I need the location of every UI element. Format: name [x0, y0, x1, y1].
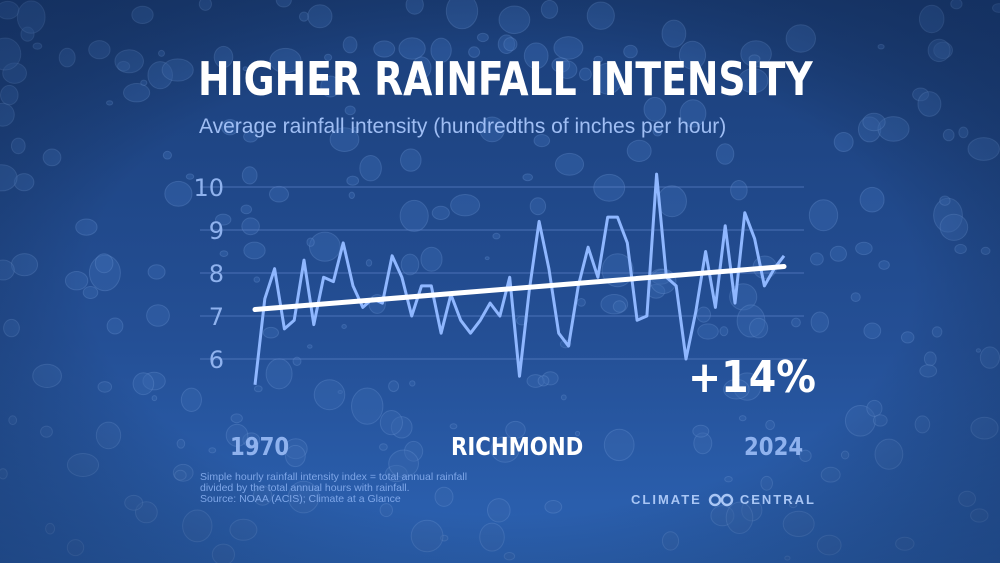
footnote: Simple hourly rainfall intensity index =… — [200, 472, 530, 505]
trend-line — [252, 264, 787, 313]
brand-left: CLIMATE — [631, 492, 702, 507]
y-tick-label: 10 — [193, 174, 224, 202]
y-tick-label: 7 — [209, 303, 224, 331]
footnote-line: divided by the total annual hours with r… — [200, 482, 410, 494]
chart-title: HIGHER RAINFALL INTENSITY — [198, 52, 813, 106]
footnote-line: Source: NOAA (ACIS); Climate at a Glance — [200, 493, 401, 505]
percent-change-label: +14% — [688, 352, 816, 403]
brand-right: CENTRAL — [739, 492, 816, 507]
y-tick-label: 8 — [209, 260, 224, 288]
infinity-logo-icon — [708, 493, 734, 506]
y-tick-label: 6 — [209, 346, 224, 374]
climate-central-logo: CLIMATE CENTRAL — [631, 492, 816, 507]
series-line — [253, 172, 786, 385]
footnote-line: Simple hourly rainfall intensity index =… — [200, 471, 468, 483]
city-label: RICHMOND — [451, 432, 584, 461]
x-start-label: 1970 — [230, 432, 290, 461]
x-end-label: 2024 — [744, 432, 804, 461]
chart-subtitle: Average rainfall intensity (hundredths o… — [199, 115, 727, 138]
y-tick-label: 9 — [209, 217, 224, 245]
